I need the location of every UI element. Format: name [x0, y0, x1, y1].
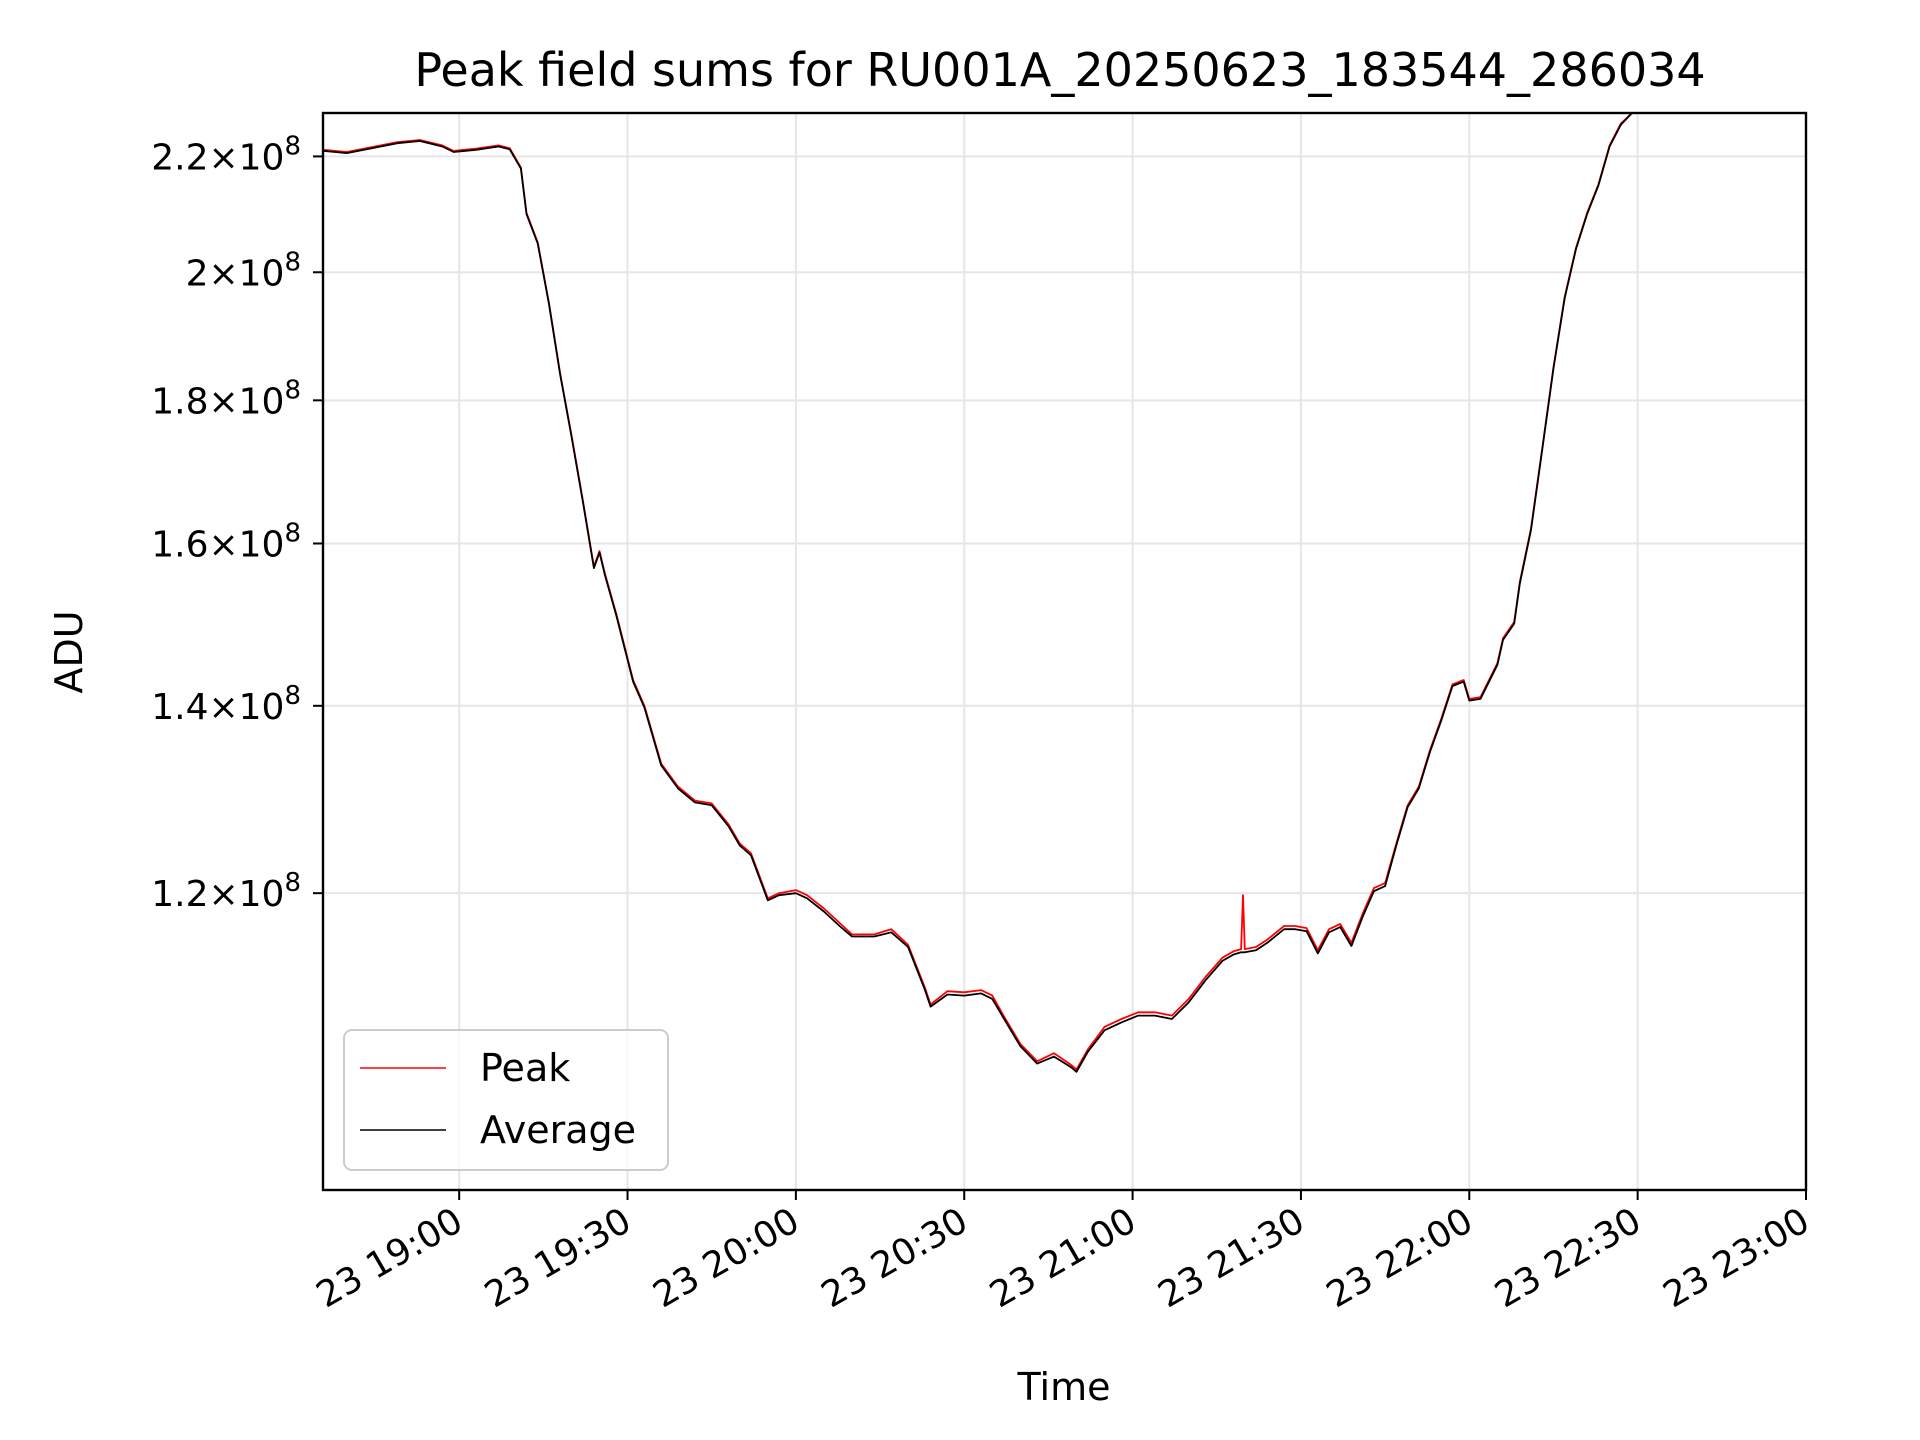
series-line-average [323, 113, 1644, 1073]
plot-frame [321, 111, 1808, 1192]
y-tick-label: 1.2×108 [151, 868, 301, 915]
legend: Peak Average [343, 1029, 669, 1171]
legend-label-peak: Peak [480, 1046, 570, 1090]
x-axis-label: Time [1017, 1365, 1111, 1409]
y-tick-label: 1.4×108 [151, 681, 301, 728]
y-tick-label: 2.2×108 [151, 131, 301, 178]
y-axis-label: ADU [47, 610, 91, 693]
chart-title: Peak field sums for RU001A_20250623_1835… [414, 43, 1705, 97]
y-tick-label: 1.6×108 [151, 518, 301, 565]
legend-label-average: Average [480, 1108, 636, 1152]
legend-box [343, 1029, 669, 1171]
y-tick-label: 2×108 [186, 247, 301, 294]
y-tick-label: 1.8×108 [151, 375, 301, 422]
y-axis-ticks: 1.2×108 1.4×108 1.6×108 1.8×108 2×108 2.2×108 [151, 131, 323, 915]
data-lines [323, 113, 1644, 1073]
